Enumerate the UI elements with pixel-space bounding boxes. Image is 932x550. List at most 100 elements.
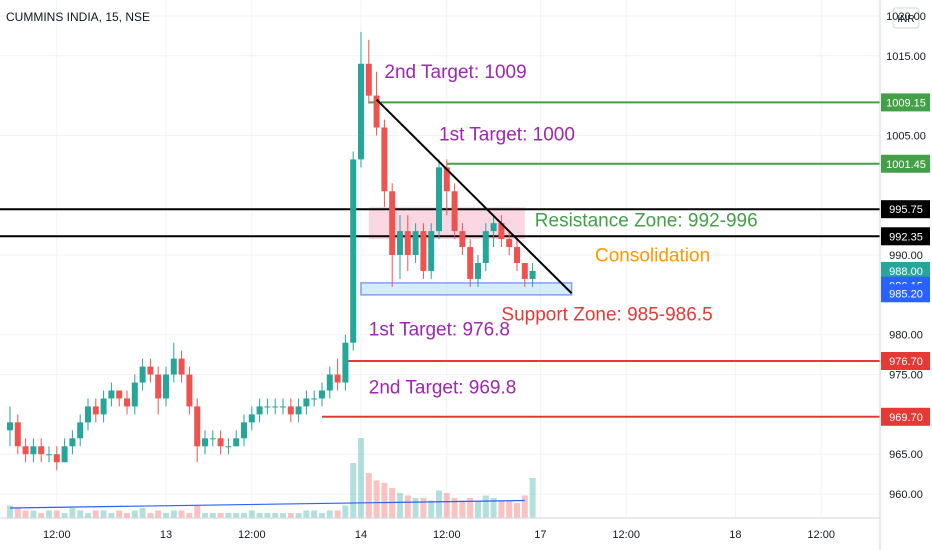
volume-bar [170, 510, 177, 518]
x-tick-label: 17 [534, 529, 546, 541]
volume-bar [124, 513, 130, 518]
candle [342, 342, 349, 383]
candle [459, 231, 466, 248]
volume-bar [186, 513, 193, 518]
x-tick-label: 18 [729, 529, 741, 541]
candle [85, 406, 91, 423]
candle [7, 422, 13, 431]
candle [295, 406, 302, 415]
candle [381, 127, 388, 192]
price-badge [881, 261, 930, 280]
volume-bar [100, 510, 107, 518]
candle [202, 438, 208, 447]
volume-bar [521, 495, 528, 518]
volume-bar [350, 463, 357, 518]
volume-bar [420, 498, 427, 518]
volume-bar [428, 500, 435, 518]
volume-bar [14, 508, 21, 518]
price-badge-label: 1001.45 [886, 159, 926, 171]
price-badge-label: 992.35 [889, 231, 923, 243]
candle [350, 159, 357, 343]
candle [131, 382, 138, 407]
volume-bar [397, 493, 403, 518]
volume-bar [202, 513, 208, 518]
volume-bar [131, 510, 138, 518]
candle [30, 446, 37, 455]
volume-bar [326, 510, 333, 518]
volume-bar [46, 510, 52, 518]
volume-bar [225, 513, 232, 518]
candle [170, 358, 177, 375]
volume-bar [373, 480, 380, 518]
volume-bar [287, 513, 294, 518]
candle [467, 247, 474, 279]
candle [116, 390, 123, 399]
candle [61, 446, 68, 463]
volume-bar [506, 500, 513, 518]
candle [358, 63, 364, 160]
candle [428, 231, 435, 271]
candle [506, 239, 513, 248]
candle [397, 231, 403, 256]
x-tick-label: 12:00 [43, 529, 71, 541]
annotation-label: 1st Target: 1000 [439, 124, 575, 145]
volume-bar [334, 510, 341, 518]
volume-bar [69, 508, 76, 518]
candle [225, 446, 232, 448]
price-badge [881, 154, 930, 173]
volume-bar [451, 498, 458, 518]
price-badge [881, 407, 930, 426]
volume-bar [295, 513, 302, 518]
volume-bar [529, 478, 536, 518]
candle [147, 366, 154, 375]
volume-bar [475, 500, 481, 518]
candle [475, 262, 481, 279]
candle [38, 446, 45, 455]
candle [272, 406, 279, 408]
volume-bar [342, 505, 349, 518]
candle [69, 438, 76, 447]
candle [498, 223, 505, 240]
x-tick-label: 12:00 [807, 529, 835, 541]
candle [287, 406, 294, 415]
y-tick-label: 975.00 [889, 370, 923, 382]
volume-bar [459, 500, 466, 518]
y-tick-label: 1005.00 [886, 130, 926, 142]
volume-bar [248, 510, 255, 518]
support-zone-label: Support Zone: 985-986.5 [501, 304, 712, 325]
volume-bar [490, 498, 497, 518]
volume-bar [256, 513, 263, 518]
y-tick-label: 1015.00 [886, 51, 926, 63]
volume-ma-line [9, 499, 525, 509]
annotation-label: Consolidation [595, 245, 710, 266]
candle [521, 262, 528, 279]
y-tick-label: 980.00 [889, 330, 923, 342]
volume-bar [358, 438, 364, 518]
candle [241, 422, 247, 439]
candle [155, 374, 162, 399]
volume-bar [53, 510, 60, 518]
candle [365, 63, 372, 96]
candle [420, 231, 427, 271]
y-tick-label: 990.00 [889, 250, 923, 262]
x-tick-label: 14 [355, 529, 367, 541]
volume-bar [7, 505, 13, 518]
volume-bar [217, 513, 224, 518]
volume-bar [303, 510, 310, 518]
annotation-label: 1st Target: 976.8 [369, 320, 510, 341]
volume-bar [443, 493, 450, 518]
candle [209, 438, 216, 440]
volume-bar [155, 510, 162, 518]
price-badge-label: 985.20 [889, 288, 923, 300]
volume-bar [404, 495, 411, 518]
volume-bar [163, 513, 169, 518]
volume-bar [147, 513, 154, 518]
candle [280, 406, 286, 408]
volume-bar [178, 510, 185, 518]
price-badge-label: 969.70 [889, 412, 923, 424]
candle [436, 167, 442, 232]
y-tick-label: 960.00 [889, 489, 923, 501]
volume-bar [116, 510, 123, 518]
candle [194, 406, 201, 447]
